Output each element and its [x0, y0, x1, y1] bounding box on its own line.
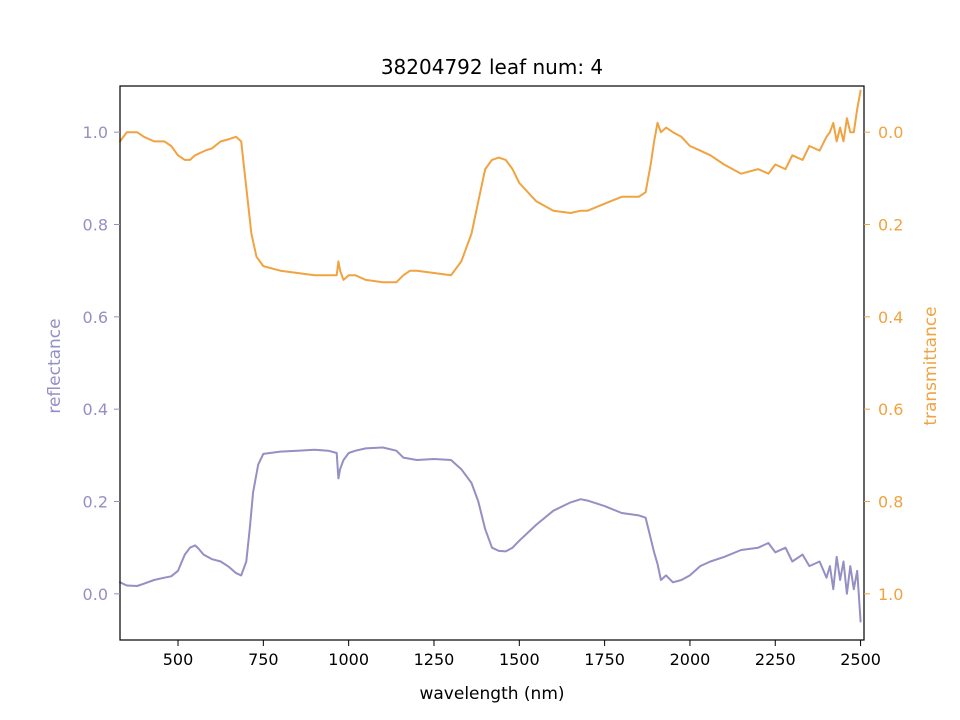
y-left-tick-label: 0.0 [83, 585, 108, 604]
y-left-tick-label: 0.8 [83, 216, 108, 235]
x-axis-label: wavelength (nm) [419, 684, 564, 704]
y-right-tick-label: 0.0 [878, 123, 903, 142]
chart-title: 38204792 leaf num: 4 [381, 55, 603, 79]
x-tick-label: 1500 [499, 650, 540, 669]
y-right-tick-label: 0.8 [878, 493, 903, 512]
x-tick-label: 1000 [328, 650, 369, 669]
x-axis: 500 750 1000 1250 1500 1750 2000 2250 2500 [163, 640, 881, 669]
x-tick-label: 750 [248, 650, 279, 669]
transmittance-series-line [119, 89, 862, 284]
y-right-tick-label: 1.0 [878, 585, 903, 604]
x-tick-label: 2500 [840, 650, 881, 669]
x-tick-label: 500 [163, 650, 194, 669]
y-right-tick-label: 0.2 [878, 216, 903, 235]
y-left-tick-label: 0.4 [83, 400, 108, 419]
y-right-tick-label: 0.4 [878, 308, 903, 327]
y-axis-label-left: reflectance [45, 318, 65, 413]
plot-frame [119, 85, 865, 641]
y-left-tick-label: 0.2 [83, 493, 108, 512]
x-tick-label: 1250 [414, 650, 455, 669]
reflectance-series-line [119, 446, 862, 623]
y-axis-right: 0.0 0.2 0.4 0.6 0.8 1.0 [864, 123, 903, 604]
y-axis-left: 0.0 0.2 0.4 0.6 0.8 1.0 [83, 123, 120, 604]
y-left-tick-label: 1.0 [83, 123, 108, 142]
y-right-tick-label: 0.6 [878, 400, 903, 419]
y-left-tick-label: 0.6 [83, 308, 108, 327]
x-tick-label: 2000 [670, 650, 711, 669]
y-axis-label-right: transmittance [921, 306, 941, 425]
x-tick-label: 2250 [755, 650, 796, 669]
plot-lines [119, 89, 862, 623]
x-tick-label: 1750 [584, 650, 625, 669]
